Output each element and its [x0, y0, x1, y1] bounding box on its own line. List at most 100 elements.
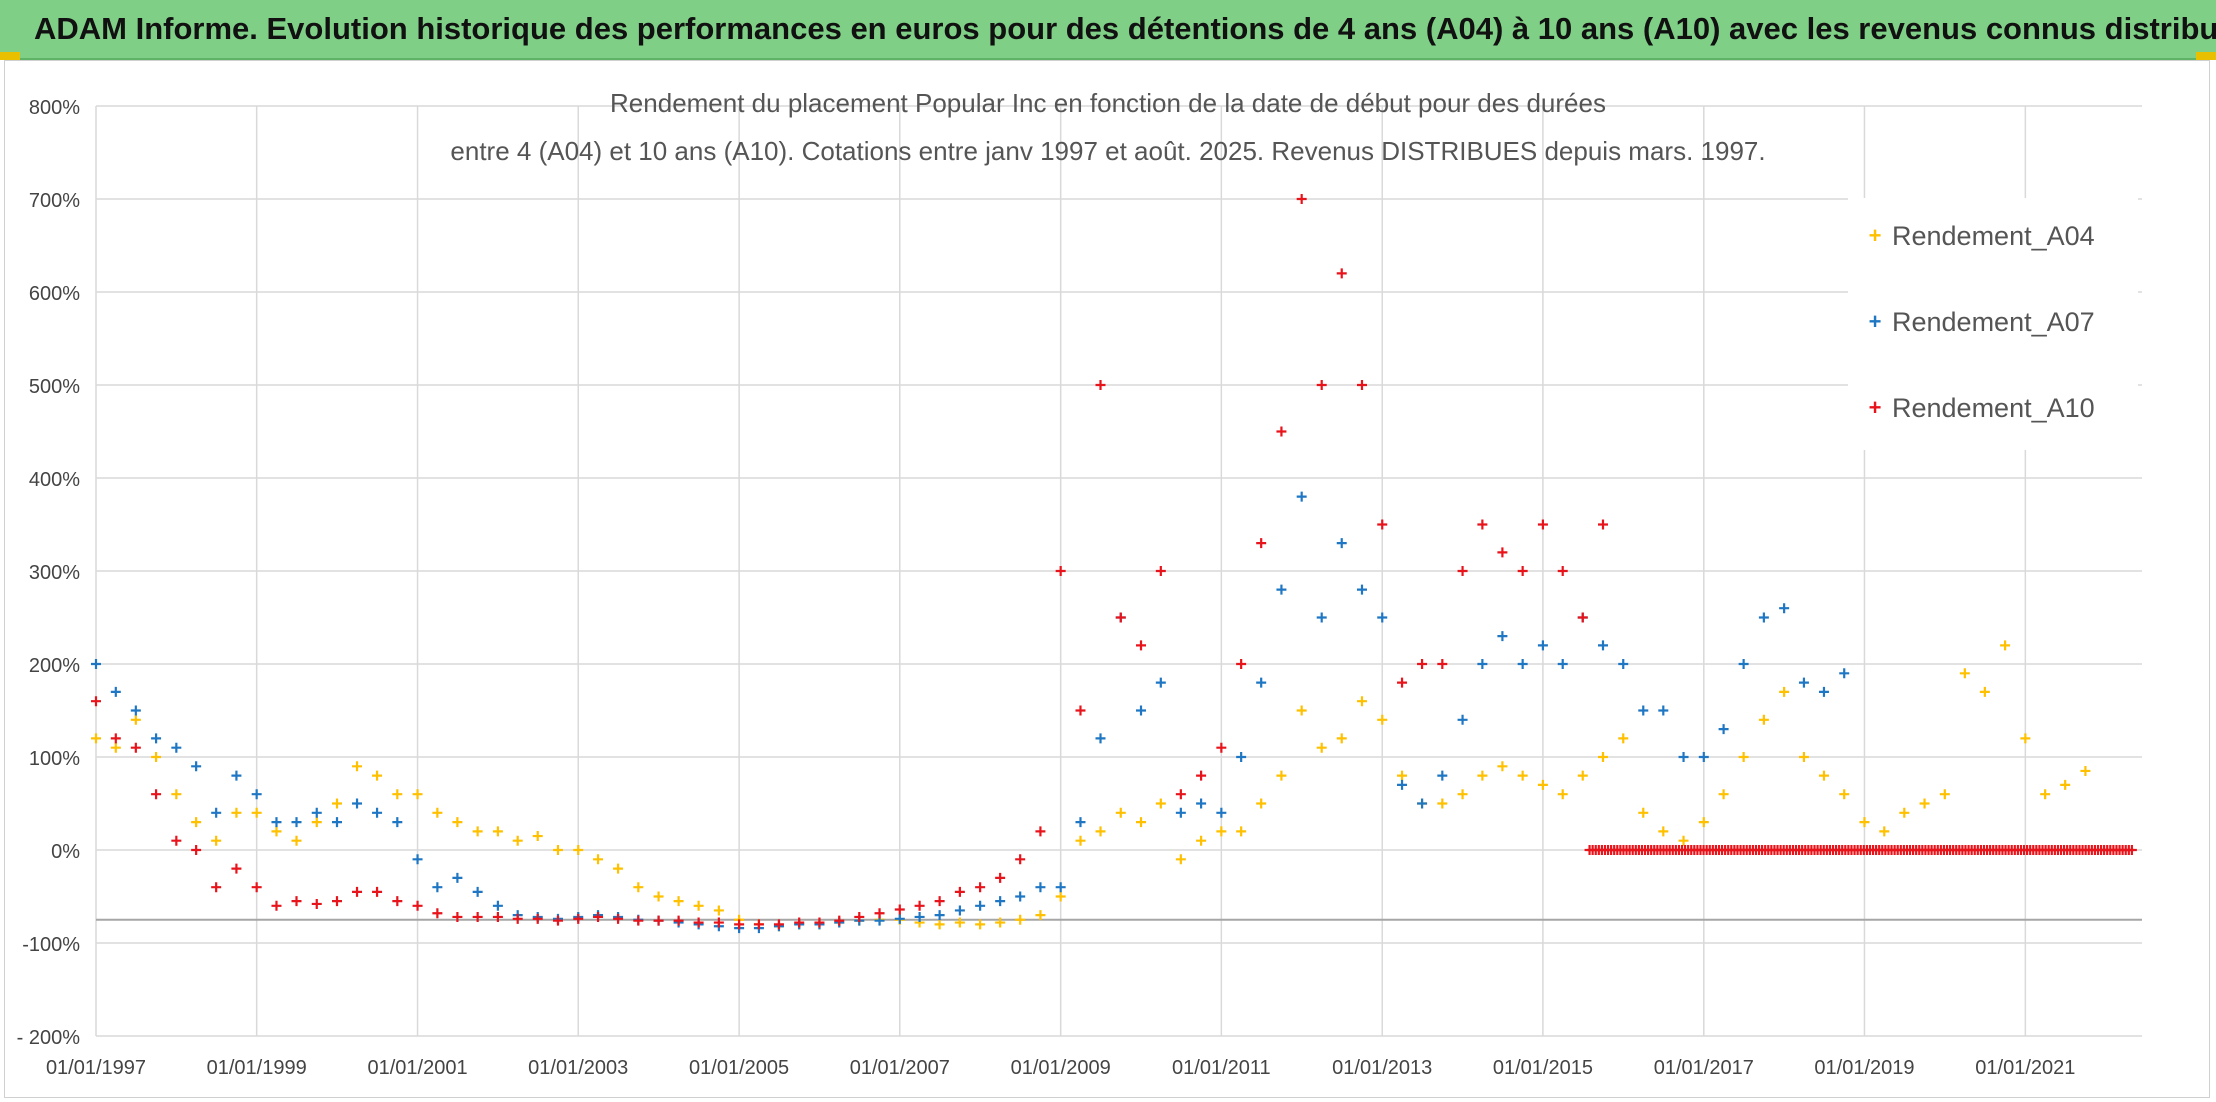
marker-rendement-a07	[392, 817, 403, 828]
marker-rendement-a04	[1638, 807, 1649, 818]
marker-rendement-a10	[472, 911, 483, 922]
marker-rendement-a07	[1779, 603, 1790, 614]
marker-rendement-a10	[291, 896, 302, 907]
marker-rendement-a07	[412, 854, 423, 865]
marker-rendement-a07	[1296, 491, 1307, 502]
marker-rendement-a10	[1015, 854, 1026, 865]
marker-rendement-a10	[1477, 519, 1488, 530]
marker-rendement-a04	[1437, 798, 1448, 809]
marker-rendement-a04	[1316, 742, 1327, 753]
marker-rendement-a10	[1597, 519, 1608, 530]
marker-rendement-a10	[1497, 547, 1508, 558]
marker-rendement-a07	[954, 905, 965, 916]
x-tick-label: 01/01/1997	[46, 1057, 146, 1079]
marker-rendement-a10	[1216, 742, 1227, 753]
marker-rendement-a10	[874, 908, 885, 919]
x-tick-label: 01/01/2015	[1493, 1057, 1593, 1079]
marker-rendement-a10	[693, 917, 704, 928]
marker-rendement-a04	[1175, 854, 1186, 865]
marker-rendement-a07	[914, 911, 925, 922]
marker-rendement-a10	[593, 911, 604, 922]
marker-rendement-a10	[1055, 566, 1066, 576]
marker-rendement-a07	[472, 886, 483, 897]
marker-rendement-a04	[1658, 826, 1669, 837]
marker-rendement-a07	[1618, 659, 1629, 669]
marker-rendement-a10	[1437, 659, 1448, 669]
marker-rendement-a04	[1537, 779, 1548, 790]
marker-rendement-a07	[291, 817, 302, 828]
marker-rendement-a04	[2080, 765, 2091, 776]
marker-rendement-a10	[954, 886, 965, 897]
marker-rendement-a04	[291, 835, 302, 846]
marker-rendement-a04	[1979, 686, 1990, 697]
marker-rendement-a10	[814, 917, 825, 928]
y-tick-label: 200%	[29, 655, 80, 677]
marker-rendement-a04	[1196, 835, 1207, 846]
marker-rendement-a10	[1155, 566, 1166, 576]
marker-rendement-a10	[372, 886, 383, 897]
marker-rendement-a10	[1537, 519, 1548, 530]
marker-rendement-a04	[1618, 733, 1629, 744]
marker-rendement-a04	[2020, 733, 2031, 744]
marker-rendement-a10	[1035, 826, 1046, 837]
marker-rendement-a04	[573, 845, 584, 855]
chart-legend: + Rendement_A04 + Rendement_A07 + Rendem…	[1848, 198, 2138, 450]
marker-rendement-a04	[1557, 789, 1568, 800]
marker-rendement-a10	[633, 915, 644, 926]
marker-rendement-a10	[753, 919, 764, 930]
marker-rendement-a07	[1537, 640, 1548, 651]
marker-rendement-a04	[1597, 752, 1608, 762]
marker-rendement-a10	[271, 900, 282, 911]
marker-rendement-a10	[412, 900, 423, 911]
marker-rendement-a04	[1477, 770, 1488, 781]
x-tick-label: 01/01/2003	[528, 1057, 628, 1079]
marker-rendement-a04	[713, 905, 724, 916]
marker-rendement-a04	[1497, 761, 1508, 772]
marker-rendement-a04	[392, 789, 403, 800]
marker-rendement-a07	[1758, 612, 1769, 623]
marker-rendement-a10	[1296, 194, 1307, 204]
x-tick-label: 01/01/2005	[689, 1057, 789, 1079]
y-tick-label: - 200%	[17, 1027, 81, 1049]
marker-rendement-a07	[110, 686, 121, 697]
marker-rendement-a04	[1839, 789, 1850, 800]
marker-rendement-a10	[1577, 612, 1588, 623]
marker-rendement-a10	[2126, 845, 2137, 855]
marker-rendement-a04	[492, 826, 503, 837]
marker-rendement-a04	[1115, 807, 1126, 818]
marker-rendement-a10	[1256, 538, 1267, 549]
marker-rendement-a04	[995, 917, 1006, 928]
marker-rendement-a04	[271, 826, 282, 837]
marker-rendement-a04	[1779, 686, 1790, 697]
marker-rendement-a07	[1196, 798, 1207, 809]
marker-rendement-a04	[1899, 807, 1910, 818]
marker-rendement-a07	[1798, 677, 1809, 688]
marker-rendement-a04	[91, 733, 101, 744]
marker-rendement-a07	[1216, 807, 1227, 818]
marker-rendement-a07	[1397, 779, 1408, 790]
marker-rendement-a04	[1035, 910, 1046, 921]
marker-rendement-a07	[1095, 733, 1106, 744]
marker-rendement-a10	[1377, 519, 1388, 530]
marker-rendement-a07	[1738, 659, 1749, 669]
marker-rendement-a07	[91, 659, 101, 669]
marker-rendement-a04	[934, 919, 945, 930]
marker-rendement-a04	[352, 761, 363, 772]
marker-rendement-a04	[593, 854, 604, 865]
marker-rendement-a07	[130, 705, 141, 716]
x-tick-label: 01/01/2011	[1172, 1057, 1271, 1079]
marker-rendement-a07	[1597, 640, 1608, 651]
marker-rendement-a04	[975, 919, 986, 930]
marker-rendement-a04	[110, 742, 121, 753]
marker-rendement-a04	[1256, 798, 1267, 809]
marker-rendement-a10	[1336, 268, 1347, 279]
marker-rendement-a10	[894, 904, 905, 915]
marker-rendement-a10	[231, 863, 242, 874]
marker-rendement-a10	[332, 896, 343, 907]
y-tick-label: 800%	[29, 97, 80, 119]
marker-rendement-a04	[130, 714, 141, 725]
x-tick-label: 01/01/1999	[207, 1057, 307, 1079]
marker-rendement-a07	[452, 872, 463, 883]
marker-rendement-a04	[432, 807, 443, 818]
